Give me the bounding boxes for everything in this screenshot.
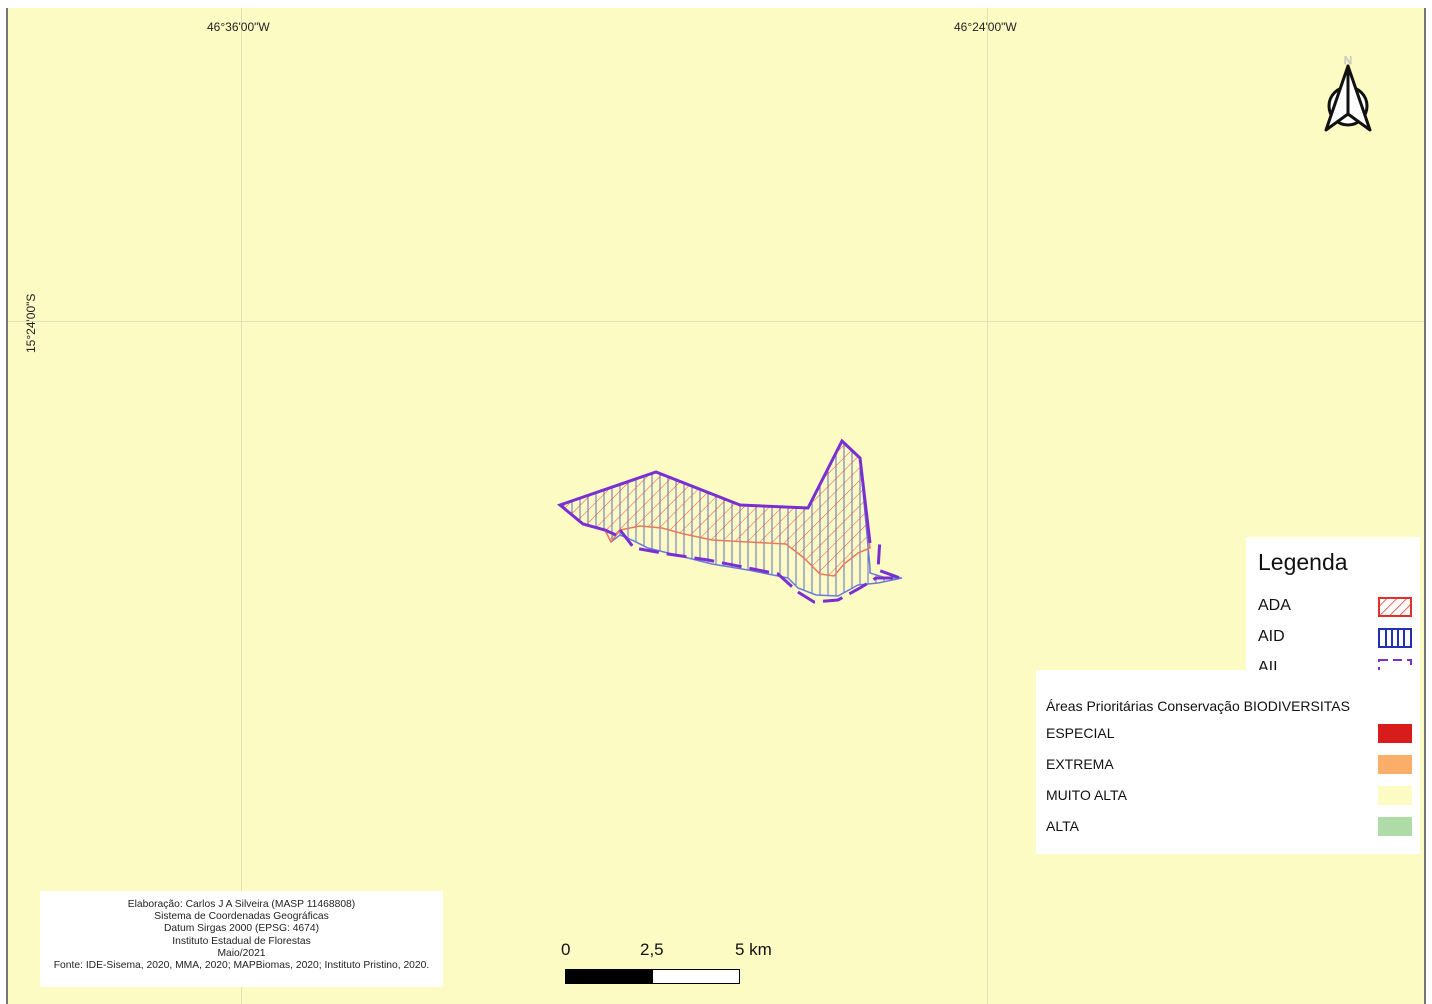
longitude-label-1: 46°36'00"W xyxy=(207,20,270,34)
credits-box: Elaboração: Carlos J A Silveira (MASP 11… xyxy=(40,891,443,987)
scale-label-0: 0 xyxy=(561,940,571,959)
credits-line-datum: Datum Sirgas 2000 (EPSG: 4674) xyxy=(163,923,320,935)
scale-segment-black xyxy=(565,969,653,984)
priority-row-extrema: EXTREMA xyxy=(1036,753,1420,777)
scale-bar: 0 2,5 5 km xyxy=(555,938,795,988)
graticule-line-lon-1 xyxy=(241,8,242,1004)
scale-bar-graphic xyxy=(565,969,740,984)
priority-row-especial: ESPECIAL xyxy=(1036,722,1420,746)
credits-line-date: Maio/2021 xyxy=(217,947,266,959)
priority-swatch-alta xyxy=(1378,817,1412,836)
legend-label-aid: AID xyxy=(1258,628,1285,645)
north-letter: N xyxy=(1344,55,1352,67)
priority-swatch-extrema xyxy=(1378,755,1412,774)
aii-outline-north xyxy=(556,438,872,544)
graticule-line-lat-1 xyxy=(8,321,1424,322)
credits-line-author: Elaboração: Carlos J A Silveira (MASP 11… xyxy=(127,899,356,910)
legend-row-ada: ADA xyxy=(1246,595,1420,619)
priority-label-muito-alta: MUITO ALTA xyxy=(1046,787,1127,803)
credits-line-institution: Instituto Estadual de Florestas xyxy=(172,935,311,947)
legend-symbol-ada xyxy=(1378,597,1412,617)
priority-swatch-muito-alta xyxy=(1378,786,1412,805)
legend-panel: Legenda ADA AID AII xyxy=(1246,537,1420,679)
aii-outline-south xyxy=(618,529,901,604)
scale-segment-white xyxy=(652,969,740,984)
priority-swatch-especial xyxy=(1378,724,1412,743)
scale-label-mid: 2,5 xyxy=(640,940,664,959)
credits-line-crs: Sistema de Coordenadas Geográficas xyxy=(154,911,329,923)
priority-row-alta: ALTA xyxy=(1036,815,1420,839)
graticule-line-lon-2 xyxy=(987,8,988,1004)
priority-areas-legend: Áreas Prioritárias Conservação BIODIVERS… xyxy=(1036,670,1420,854)
priority-label-extrema: EXTREMA xyxy=(1046,756,1114,772)
priority-legend-title: Áreas Prioritárias Conservação BIODIVERS… xyxy=(1046,698,1350,714)
priority-row-muito-alta: MUITO ALTA xyxy=(1036,784,1420,808)
priority-label-especial: ESPECIAL xyxy=(1046,725,1115,741)
priority-label-alta: ALTA xyxy=(1046,818,1079,834)
scale-label-end: 5 km xyxy=(735,940,772,959)
legend-symbol-aid xyxy=(1378,628,1412,648)
legend-symbol-aii xyxy=(1378,659,1412,679)
legend-label-ada: ADA xyxy=(1258,597,1291,614)
north-arrow-icon: N xyxy=(1324,55,1372,132)
legend-row-aid: AID xyxy=(1246,626,1420,650)
map-frame: 46°36'00"W 46°24'00"W 15°24'00"S N xyxy=(6,8,1426,1004)
longitude-label-2: 46°24'00"W xyxy=(954,20,1017,34)
legend-title: Legenda xyxy=(1258,549,1348,575)
credits-line-sources: Fonte: IDE-Sisema, 2020, MMA, 2020; MAPB… xyxy=(53,960,430,972)
study-area-map xyxy=(556,438,903,604)
